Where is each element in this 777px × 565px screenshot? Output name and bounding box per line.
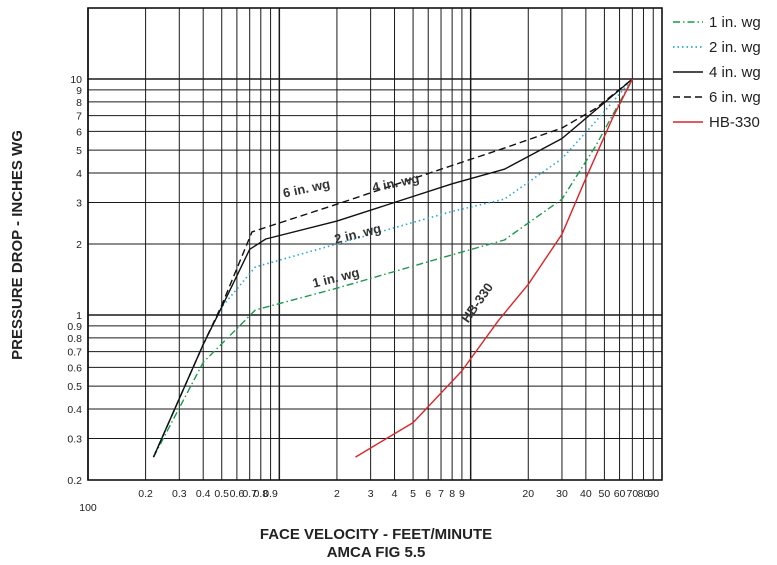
x-tick-label: 20 — [522, 488, 534, 500]
y-tick-label: 0.5 — [67, 381, 82, 393]
x-tick-label: 50 — [599, 488, 611, 500]
legend-entry: 4 in. wg — [709, 64, 761, 81]
series-layer — [152, 78, 634, 458]
x-tick-label: 8 — [449, 488, 455, 500]
legend-entry: HB-330 — [709, 114, 760, 131]
x-tick-label: 0.5 — [214, 488, 229, 500]
y-tick-label: 4 — [76, 168, 82, 180]
x-tick-label: 4 — [392, 488, 398, 500]
chart-subtitle: AMCA FIG 5.5 — [327, 544, 426, 561]
x-tick-labels: 100 0.2 0.3 0.4 0.5 0.60.70.80.9 2 3 4 5 6 7 8 9 20 30 4… — [79, 488, 659, 514]
x-tick-label: 80 — [638, 488, 650, 500]
y-tick-label: 0.7 — [67, 347, 82, 359]
y-tick-label: 8 — [76, 97, 82, 109]
x-tick-label: 6 — [425, 488, 431, 500]
series-label-6-in-wg: 6 in. wg — [281, 176, 331, 201]
y-tick-label: 0.4 — [67, 404, 82, 416]
x-tick-label: 90 — [647, 488, 659, 500]
x-tick-label: 70 — [627, 488, 639, 500]
series-line-6-in-wg — [152, 78, 633, 458]
y-tick-label: 10 — [70, 74, 82, 86]
plot-frame — [87, 7, 663, 481]
y-tick-label: 2 — [76, 239, 82, 251]
series-line-1-in-wg — [152, 78, 634, 458]
y-tick-label: 7 — [76, 111, 82, 123]
x-tick-label: 3 — [368, 488, 374, 500]
y-tick-label: 0.2 — [67, 475, 82, 487]
series-label-2-in-wg: 2 in. wg — [333, 221, 383, 247]
y-tick-label: 6 — [76, 126, 82, 138]
y-tick-label: 3 — [76, 197, 82, 209]
y-tick-label: 1 — [76, 310, 82, 322]
x-tick-label: 30 — [556, 488, 568, 500]
y-tick-label: 0.8 — [67, 333, 82, 345]
x-tick-label: 100 — [79, 502, 97, 514]
legend: 1 in. wg 2 in. wg 4 in. wg 6 in. wg HB-330 — [673, 14, 761, 131]
legend-entry: 2 in. wg — [709, 39, 761, 56]
x-tick-label: 0.7 — [242, 488, 257, 500]
series-line-2-in-wg — [152, 78, 634, 458]
x-tick-label: 0.4 — [196, 488, 211, 500]
x-tick-label: 0.2 — [138, 488, 153, 500]
x-tick-label: 0.8 — [253, 488, 268, 500]
y-tick-label: 0.3 — [67, 433, 82, 445]
series-line-hb-330 — [355, 78, 634, 458]
x-tick-label: 60 — [614, 488, 626, 500]
legend-entry: 1 in. wg — [709, 14, 761, 31]
y-axis-title: PRESSURE DROP - INCHES WG — [9, 130, 26, 360]
legend-entry: 6 in. wg — [709, 89, 761, 106]
x-axis-title: FACE VELOCITY - FEET/MINUTE — [260, 526, 492, 543]
y-tick-label: 0.9 — [67, 321, 82, 333]
x-tick-label: 40 — [580, 488, 592, 500]
y-tick-label: 5 — [76, 145, 82, 157]
x-tick-label: 0.6 — [230, 488, 245, 500]
x-tick-label: 2 — [334, 488, 340, 500]
y-tick-label: 9 — [76, 85, 82, 97]
y-tick-label: 0.6 — [67, 362, 82, 374]
x-tick-label: 0.9 — [263, 488, 278, 500]
x-tick-label: 9 — [459, 488, 465, 500]
series-line-4-in-wg — [152, 78, 633, 458]
series-label-1-in-wg: 1 in. wg — [311, 265, 361, 291]
x-tick-label: 5 — [410, 488, 416, 500]
x-tick-label: 0.3 — [172, 488, 187, 500]
x-tick-label: 7 — [438, 488, 444, 500]
series-label-hb-330: HB-330 — [458, 280, 496, 325]
